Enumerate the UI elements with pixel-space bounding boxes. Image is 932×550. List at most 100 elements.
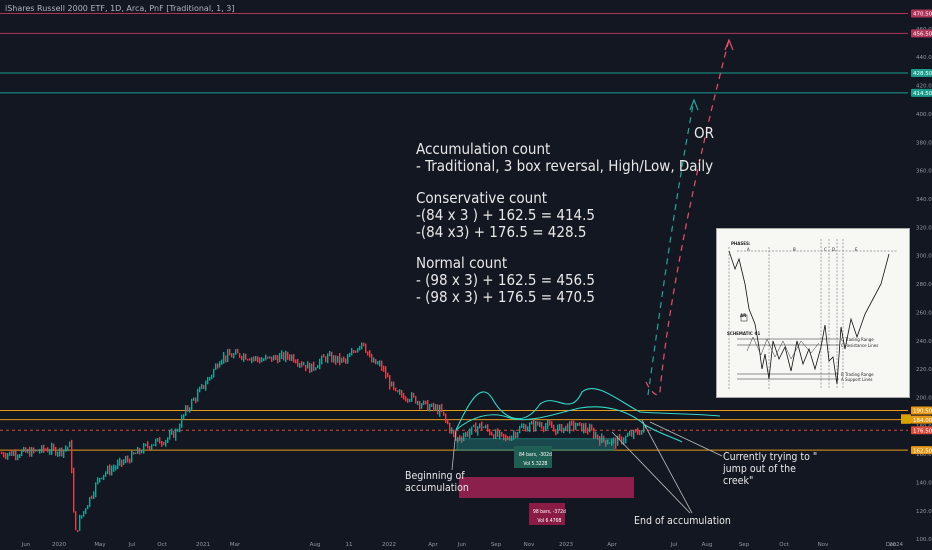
pnf-column — [223, 351, 225, 364]
price-badge-label: 456.50 — [913, 32, 932, 38]
pnf-column — [565, 425, 567, 431]
pnf-column — [271, 356, 273, 362]
price-axis[interactable]: 100.00120.00140.00160.00180.00200.00220.… — [901, 9, 932, 543]
creek-curve — [455, 387, 721, 431]
pointer-end-1 — [611, 431, 691, 514]
target-path-normal — [645, 39, 730, 396]
pnf-column — [273, 355, 275, 361]
pnf-column — [87, 505, 89, 510]
pnf-column — [13, 450, 15, 457]
pnf-column — [117, 459, 119, 470]
pnf-column — [363, 342, 365, 347]
pnf-column — [141, 449, 143, 454]
price-badge-bg — [911, 415, 932, 424]
pnf-column — [325, 356, 327, 363]
pnf-column — [445, 413, 447, 423]
pnf-column — [413, 392, 415, 398]
pnf-column — [53, 443, 55, 451]
pnf-column — [119, 457, 121, 466]
x-tick-label: Aug — [310, 542, 321, 548]
pnf-column — [621, 436, 623, 445]
pnf-column — [167, 437, 169, 444]
pnf-column — [509, 436, 511, 441]
pnf-column — [513, 430, 515, 440]
accumulation-box-1-stats: 84 bars, -302d Vol 5.322B — [519, 452, 552, 467]
pnf-column — [95, 482, 97, 498]
pnf-column — [593, 427, 595, 439]
schematic-line-label-2: C Resistance Lines — [841, 343, 879, 348]
pnf-column — [415, 396, 417, 404]
pnf-column — [217, 363, 219, 369]
pnf-column — [587, 427, 589, 435]
pnf-column — [561, 424, 563, 433]
x-tick-label: Jul — [670, 542, 678, 548]
pnf-column — [637, 427, 639, 435]
pnf-column — [517, 432, 519, 438]
pnf-column — [83, 510, 85, 517]
x-tick-label: Jul — [128, 542, 136, 548]
pnf-column — [259, 357, 261, 364]
pnf-column — [169, 430, 171, 440]
pnf-column — [139, 448, 141, 455]
conservative-count-title: Conservative count — [416, 189, 548, 207]
schematic-phases-label: PHASES: — [731, 241, 751, 246]
y-tick-label: 340.00 — [916, 197, 932, 203]
pnf-column — [215, 363, 217, 370]
y-tick-label: 280.00 — [916, 282, 932, 288]
pnf-column — [155, 438, 157, 447]
chart-title: iShares Russell 2000 ETF, 1D, Arca, PnF … — [5, 4, 235, 13]
pnf-column — [135, 452, 137, 455]
price-badge-label: 190.50 — [913, 409, 932, 415]
pnf-column — [591, 424, 593, 431]
pnf-column — [17, 454, 19, 461]
pnf-column — [431, 403, 433, 407]
pnf-column — [163, 441, 165, 446]
pnf-column — [557, 424, 559, 434]
pnf-column — [231, 353, 233, 358]
pnf-column — [307, 361, 309, 369]
pnf-column — [191, 398, 193, 411]
pnf-column — [65, 445, 67, 452]
pnf-column — [99, 477, 101, 483]
pnf-column — [283, 352, 285, 361]
pnf-column — [161, 440, 163, 447]
price-badge-bg — [911, 406, 932, 415]
pnf-column — [321, 355, 323, 365]
pnf-column — [427, 399, 429, 411]
accumulation-count-subtitle: - Traditional, 3 box reversal, High/Low,… — [416, 157, 714, 175]
pnf-column — [387, 372, 389, 378]
or-label: OR — [694, 124, 714, 142]
pnf-column — [503, 433, 505, 441]
pnf-column — [599, 436, 601, 446]
pnf-column — [107, 465, 109, 475]
price-badge-label: 414.50 — [913, 91, 932, 97]
pnf-column — [405, 396, 407, 402]
accumulation-box-2-label-bg — [529, 503, 565, 525]
pnf-column — [607, 439, 609, 445]
pnf-column — [101, 477, 103, 480]
schematic-phase-d: D — [832, 247, 836, 252]
pnf-column — [545, 423, 547, 432]
pnf-column — [289, 354, 291, 361]
pnf-column — [337, 355, 339, 363]
pnf-column — [239, 352, 241, 358]
pnf-column — [145, 443, 147, 447]
pnf-column — [365, 343, 367, 353]
pnf-column — [497, 428, 499, 437]
time-axis[interactable]: Jun 2020 May Jul Oct 2021 Mar Aug 11 2022 Apr Jun Se… — [21, 542, 904, 548]
pnf-column — [471, 426, 473, 435]
x-tick-label: Apr — [428, 542, 438, 548]
price-badge-label: 184.00 — [913, 418, 932, 424]
x-tick-label: Nov — [524, 542, 535, 548]
pnf-column — [631, 430, 633, 437]
pnf-column — [463, 432, 465, 442]
accumulation-box-2 — [459, 477, 634, 498]
pointer-beginning — [451, 429, 457, 471]
pnf-column — [569, 421, 571, 434]
normal-count-title: Normal count — [416, 254, 508, 272]
x-tick-label: May — [94, 542, 106, 548]
price-badge-bg — [911, 426, 932, 435]
pnf-column — [633, 429, 635, 440]
pnf-column — [639, 429, 641, 435]
